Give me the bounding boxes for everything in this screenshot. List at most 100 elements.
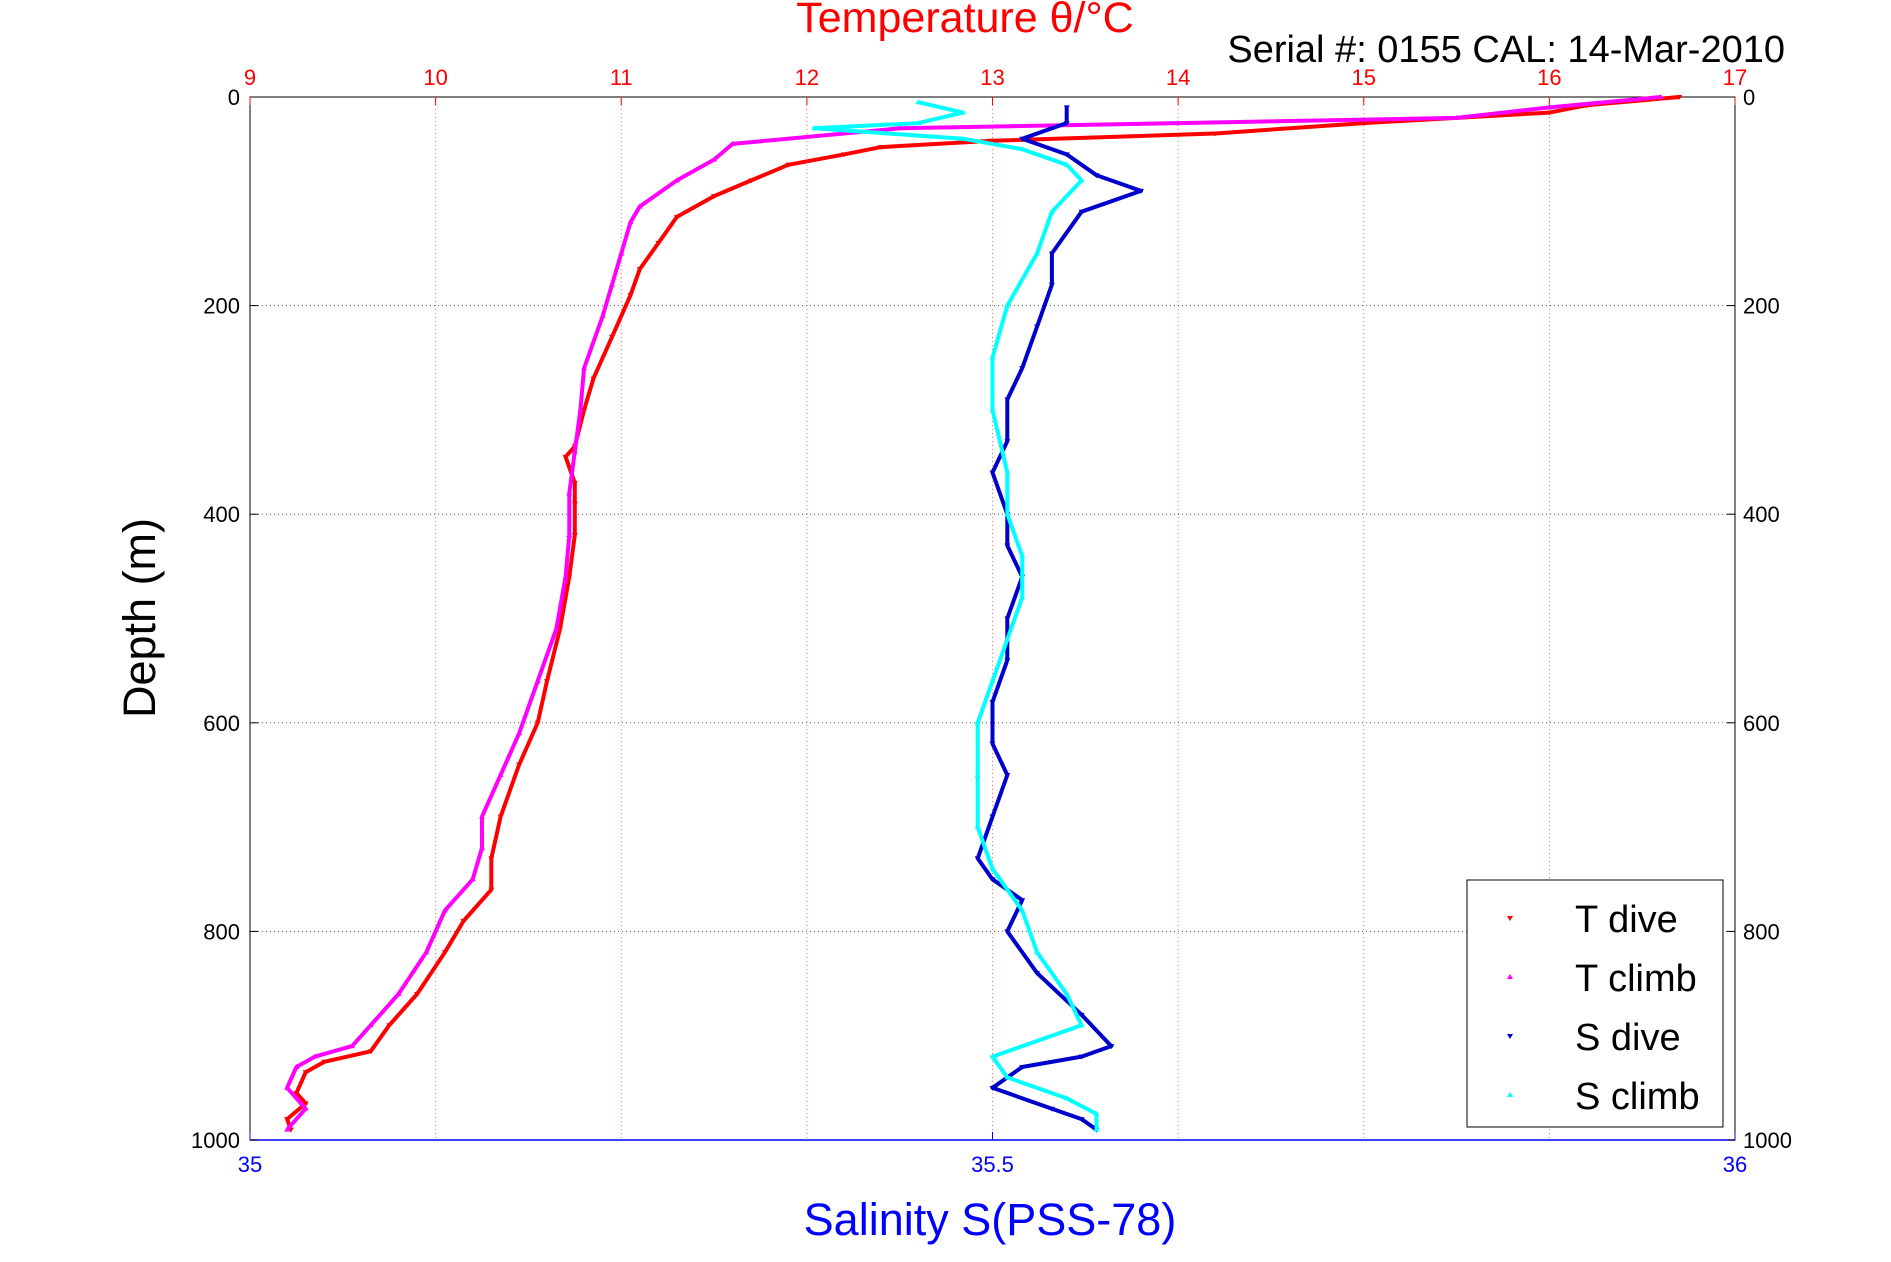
data-point <box>284 1126 291 1132</box>
legend-marker <box>1507 916 1513 921</box>
data-point <box>1063 161 1070 167</box>
data-point <box>1004 439 1011 445</box>
chart-subtitle: Serial #: 0155 CAL: 14-Mar-2010 <box>1227 29 1785 71</box>
data-point <box>989 699 996 705</box>
data-point <box>302 1101 309 1107</box>
data-point <box>989 678 996 684</box>
data-point <box>1078 177 1085 183</box>
data-point <box>1019 366 1026 372</box>
temp-tick-label: 16 <box>1537 65 1561 90</box>
data-point <box>608 334 615 340</box>
data-point <box>1078 1054 1085 1060</box>
data-point <box>1048 282 1055 288</box>
temp-tick-label: 15 <box>1352 65 1376 90</box>
temp-tick-label: 14 <box>1166 65 1190 90</box>
data-point <box>974 719 981 725</box>
data-point <box>974 856 981 862</box>
series-t-dive <box>284 95 1683 1133</box>
data-point <box>571 480 578 486</box>
legend: T dive T climb S dive S climb <box>1466 879 1724 1128</box>
data-point <box>989 1085 996 1091</box>
data-point <box>748 178 755 184</box>
data-point <box>1063 990 1070 996</box>
data-point <box>1004 658 1011 664</box>
data-point <box>571 533 578 539</box>
data-point <box>1034 324 1041 330</box>
data-point <box>516 730 523 736</box>
data-point <box>1048 1106 1055 1112</box>
data-point <box>1676 95 1683 100</box>
data-point <box>414 991 421 997</box>
y-axis-label: Depth (m) <box>114 518 165 718</box>
data-point <box>1004 772 1011 778</box>
data-point <box>1175 120 1182 126</box>
data-point <box>1212 131 1219 137</box>
data-point <box>497 814 504 820</box>
legend-label-s-dive: S dive <box>1575 1017 1681 1059</box>
temp-tick-label: 10 <box>423 65 447 90</box>
depth-tick-label-left: 200 <box>203 294 240 319</box>
data-point <box>566 574 573 580</box>
data-point <box>479 813 486 819</box>
data-point <box>627 293 634 299</box>
data-point <box>636 267 643 273</box>
data-point <box>636 203 643 209</box>
data-point <box>711 194 718 200</box>
data-point <box>1004 543 1011 549</box>
series-t-climb <box>284 94 1664 1132</box>
data-point <box>553 625 560 631</box>
data-point <box>1019 1064 1026 1070</box>
data-point <box>488 887 495 893</box>
data-point <box>302 1105 309 1111</box>
data-point <box>989 470 996 476</box>
sal-tick-label: 35.5 <box>971 1152 1014 1177</box>
data-point <box>729 140 736 146</box>
temp-tick-label: 11 <box>610 65 633 90</box>
data-point <box>488 856 495 862</box>
series-s-climb <box>811 99 1100 1132</box>
data-point <box>1034 250 1041 256</box>
data-point <box>1063 105 1070 111</box>
data-point <box>1004 397 1011 403</box>
data-point <box>974 771 981 777</box>
depth-tick-label-right: 0 <box>1743 85 1755 110</box>
data-point <box>460 918 467 924</box>
data-point <box>1108 1044 1115 1050</box>
legend-label-s-climb: S climb <box>1575 1076 1700 1118</box>
depth-tick-label-left: 1000 <box>191 1128 240 1153</box>
data-point <box>1093 173 1100 179</box>
data-point <box>293 1091 300 1097</box>
data-point <box>516 762 523 768</box>
series-line <box>812 100 1099 1130</box>
data-point <box>284 1084 291 1090</box>
temp-tick-label: 12 <box>795 65 819 90</box>
data-point <box>1546 110 1553 116</box>
series-line <box>285 95 1680 1131</box>
data-point <box>293 1063 300 1069</box>
data-point <box>534 678 541 684</box>
data-point <box>1048 208 1055 214</box>
data-point <box>544 679 550 685</box>
series-line <box>285 95 1661 1131</box>
sal-tick-label: 35 <box>238 1152 262 1177</box>
data-point <box>811 125 818 131</box>
data-point <box>989 741 996 747</box>
data-point <box>441 907 448 913</box>
data-point <box>599 313 606 319</box>
data-point <box>915 99 922 105</box>
data-point <box>1004 929 1011 935</box>
depth-tick-label-right: 600 <box>1743 711 1780 736</box>
data-point <box>1063 1095 1070 1101</box>
data-point <box>1078 1012 1085 1018</box>
data-point <box>1360 121 1367 127</box>
x-axis-label: Salinity S(PSS-78) <box>804 1194 1177 1245</box>
data-point <box>479 844 486 850</box>
data-point <box>321 1059 328 1065</box>
data-point <box>1019 898 1026 904</box>
chart-title: Temperature θ/°C <box>796 0 1133 42</box>
data-point <box>989 814 996 820</box>
data-point <box>367 1022 374 1028</box>
data-point <box>1078 209 1085 215</box>
